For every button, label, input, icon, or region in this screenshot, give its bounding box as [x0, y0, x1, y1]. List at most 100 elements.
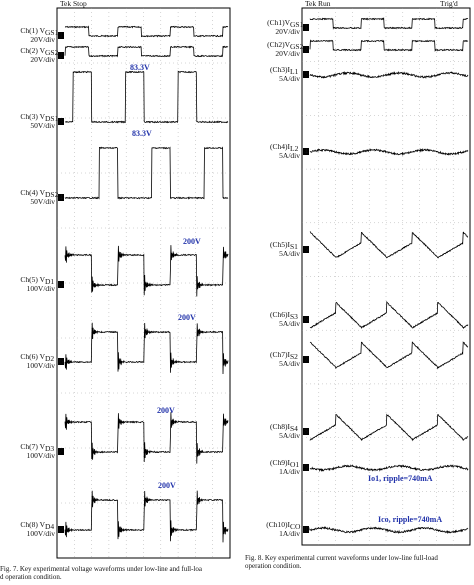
ground-marker-label: 7 — [304, 355, 308, 364]
channel-scale: 100V/div — [27, 361, 56, 370]
channel-scale: 50V/div — [30, 197, 55, 206]
channel-scale: 20V/div — [275, 27, 300, 36]
channel-subscript: DS1 — [45, 114, 59, 123]
ground-marker-label: 8 — [59, 525, 63, 534]
ground-marker-label: 1 — [59, 31, 63, 40]
ground-marker-label: 1 — [304, 23, 308, 32]
ground-marker-label: 3 — [59, 117, 63, 126]
ground-marker-label: 2 — [304, 45, 308, 54]
annotation: Ico, ripple=740mA — [378, 515, 442, 524]
ground-marker — [58, 194, 64, 201]
channel-label: Ch(3) V — [20, 112, 45, 121]
channel-label: (Ch8)I — [270, 422, 290, 431]
waveform — [309, 413, 469, 442]
ground-marker — [58, 52, 64, 59]
ground-marker-label: 5 — [59, 280, 63, 289]
caption: Fig. 8. Key experimental current wavefor… — [245, 554, 440, 570]
channel-scale: 1A/div — [279, 467, 300, 476]
ground-marker-label: 9 — [304, 463, 308, 472]
channel-label: Ch(4) V — [20, 188, 45, 197]
ground-marker — [303, 356, 309, 363]
channel-label: Ch(8) V — [20, 520, 45, 529]
channel-subscript: GS2 — [290, 42, 304, 51]
annotation: 200V — [158, 481, 176, 490]
channel-scale: 5A/div — [279, 151, 300, 160]
channel-subscript: L2 — [290, 144, 299, 153]
ground-marker-label: 4 — [304, 147, 308, 156]
channel-scale: 20V/div — [30, 35, 55, 44]
channel-subscript: CO — [290, 522, 301, 531]
channel-subscript: D3 — [45, 444, 54, 453]
channel-label: Ch(6) V — [20, 352, 45, 361]
channel-scale: 1A/div — [279, 529, 300, 538]
waveform — [64, 412, 229, 464]
channel-label: (Ch7)I — [270, 350, 290, 359]
channel-subscript: GS1 — [290, 20, 304, 29]
waveform — [64, 245, 229, 297]
ground-marker — [303, 71, 309, 78]
waveform — [64, 322, 229, 375]
ground-marker — [58, 358, 64, 365]
channel-subscript: GS1 — [45, 28, 59, 37]
channel-subscript: S1 — [290, 242, 298, 251]
ground-marker — [58, 118, 64, 125]
ground-marker — [303, 148, 309, 155]
channel-scale: 5A/div — [279, 431, 300, 440]
channel-label: Ch(5) V — [20, 275, 45, 284]
channel-label: Ch(1) V — [20, 26, 45, 35]
channel-label: (Ch2)V — [267, 40, 290, 49]
channel-label: (Ch9)I — [270, 458, 290, 467]
ground-marker — [303, 464, 309, 471]
channel-scale: 5A/div — [279, 249, 300, 258]
waveform — [309, 17, 469, 30]
ground-marker-label: 8 — [304, 427, 308, 436]
annotation: Io1, ripple=740mA — [368, 474, 433, 483]
waveform — [64, 146, 229, 200]
ground-marker — [303, 526, 309, 533]
channel-scale: 100V/div — [27, 529, 56, 538]
channel-subscript: D2 — [45, 354, 54, 363]
waveform — [64, 490, 229, 543]
ground-marker — [58, 32, 64, 39]
ground-marker — [303, 428, 309, 435]
ground-marker — [58, 526, 64, 533]
annotation: 200V — [157, 406, 175, 415]
ground-marker-label: 6 — [304, 315, 308, 324]
channel-scale: 100V/div — [27, 451, 56, 460]
waveform — [64, 25, 229, 38]
channel-subscript: S4 — [290, 424, 298, 433]
annotation: 83.3V — [130, 63, 150, 72]
channel-scale: 5A/div — [279, 319, 300, 328]
channel-scale: 20V/div — [30, 55, 55, 64]
channel-label: Ch(7) V — [20, 442, 45, 451]
channel-scale: 5A/div — [279, 359, 300, 368]
channel-label: (Ch10)I — [266, 520, 290, 529]
ground-marker-label: 2 — [59, 51, 63, 60]
annotation: 200V — [178, 313, 196, 322]
ground-marker-label: 3 — [304, 70, 308, 79]
caption: Fig. 7. Key experimental voltage wavefor… — [0, 565, 203, 581]
channel-scale: 5A/div — [279, 74, 300, 83]
waveform — [309, 341, 469, 370]
ground-marker — [58, 448, 64, 455]
channel-label: (Ch5)I — [270, 240, 290, 249]
scope-frame — [56, 7, 231, 559]
channel-subscript: DS2 — [45, 190, 59, 199]
channel-subscript: L1 — [290, 67, 299, 76]
channel-scale: 20V/div — [275, 49, 300, 58]
channel-subscript: O1 — [290, 460, 299, 469]
waveform — [309, 526, 469, 535]
ground-marker — [303, 24, 309, 31]
channel-label: (Ch4)I — [270, 142, 290, 151]
channel-label: (Ch6)I — [270, 310, 290, 319]
scope-status: Tek Stop — [60, 0, 87, 8]
waveform — [309, 148, 469, 157]
ground-marker-label: 5 — [304, 245, 308, 254]
channel-label: (Ch1)V — [267, 18, 290, 27]
waveform — [64, 70, 229, 124]
channel-subscript: D4 — [45, 522, 54, 531]
channel-scale: 100V/div — [27, 284, 56, 293]
annotation: 200V — [183, 237, 201, 246]
channel-label: Ch(2) V — [20, 46, 45, 55]
